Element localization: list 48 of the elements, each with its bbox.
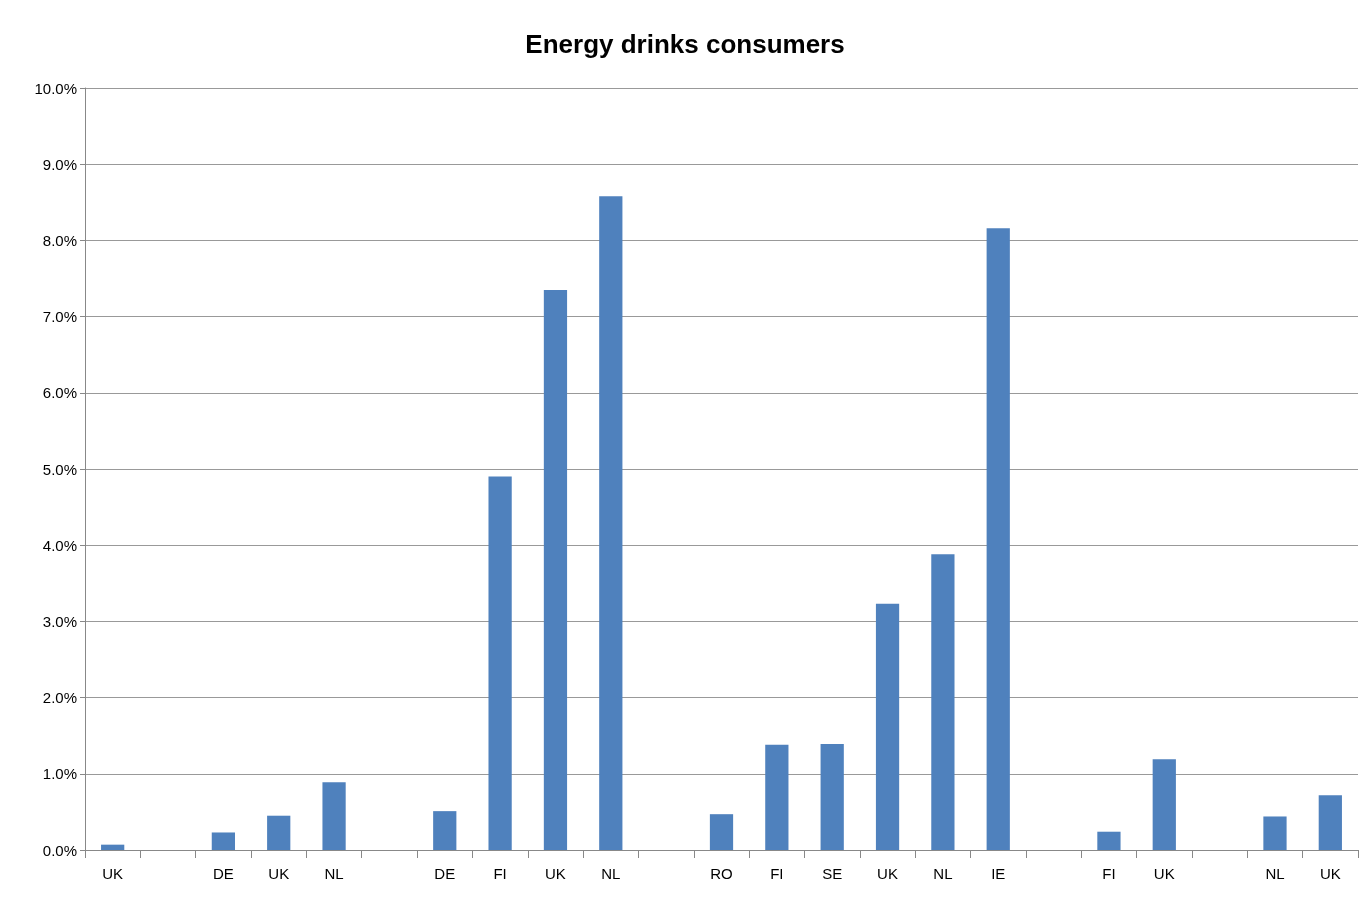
- y-tick-label: 8.0%: [42, 231, 77, 249]
- x-tick-label: FI: [1102, 865, 1116, 882]
- bar: [322, 782, 346, 850]
- y-tick-label: 1.0%: [42, 765, 77, 783]
- x-tick-label: UK: [102, 865, 124, 882]
- x-tick-label: RO: [710, 865, 733, 882]
- x-tick-label: UK: [877, 865, 898, 882]
- bar: [709, 814, 734, 850]
- y-tick-label: 9.0%: [42, 155, 77, 173]
- x-tick-label: UK: [268, 865, 290, 882]
- x-tick-label: SE: [822, 865, 843, 882]
- bar: [267, 815, 291, 850]
- chart-title: Energy drinks consumers: [525, 29, 845, 59]
- bar: [765, 744, 789, 850]
- y-tick-label: 2.0%: [42, 689, 77, 707]
- bar: [211, 832, 235, 850]
- bar: [599, 196, 623, 850]
- bar: [875, 603, 900, 850]
- x-tick-label: NL: [324, 865, 344, 882]
- bar: [1318, 795, 1342, 850]
- x-tick-label: UK: [1153, 865, 1175, 882]
- x-tick-label: NL: [1265, 865, 1285, 882]
- bar: [101, 844, 125, 850]
- y-tick-label: 0.0%: [42, 841, 77, 859]
- bar: [543, 289, 568, 850]
- y-tick-label: 5.0%: [42, 460, 77, 478]
- bar: [1097, 831, 1121, 850]
- bar: [986, 228, 1010, 850]
- x-tick-label: NL: [601, 865, 621, 882]
- x-tick-label: FI: [493, 865, 507, 882]
- bar: [488, 476, 512, 850]
- x-tick-label: NL: [933, 865, 953, 882]
- x-tick-label: UK: [545, 865, 566, 882]
- y-tick-label: 7.0%: [42, 308, 77, 326]
- x-tick-label: FI: [770, 865, 784, 882]
- x-tick-label: IE: [991, 865, 1006, 882]
- bar: [1263, 816, 1287, 850]
- x-tick-label: UK: [1319, 865, 1341, 882]
- x-tick-label: DE: [212, 865, 234, 882]
- bar: [820, 744, 844, 850]
- x-tick-label: DE: [434, 865, 456, 882]
- y-tick-label: 3.0%: [42, 612, 77, 630]
- bar: [1152, 759, 1176, 850]
- y-tick-label: 10.0%: [34, 79, 77, 97]
- bar: [931, 554, 955, 850]
- y-tick-label: 4.0%: [42, 536, 77, 554]
- y-tick-label: 6.0%: [42, 384, 77, 402]
- bar: [433, 811, 457, 850]
